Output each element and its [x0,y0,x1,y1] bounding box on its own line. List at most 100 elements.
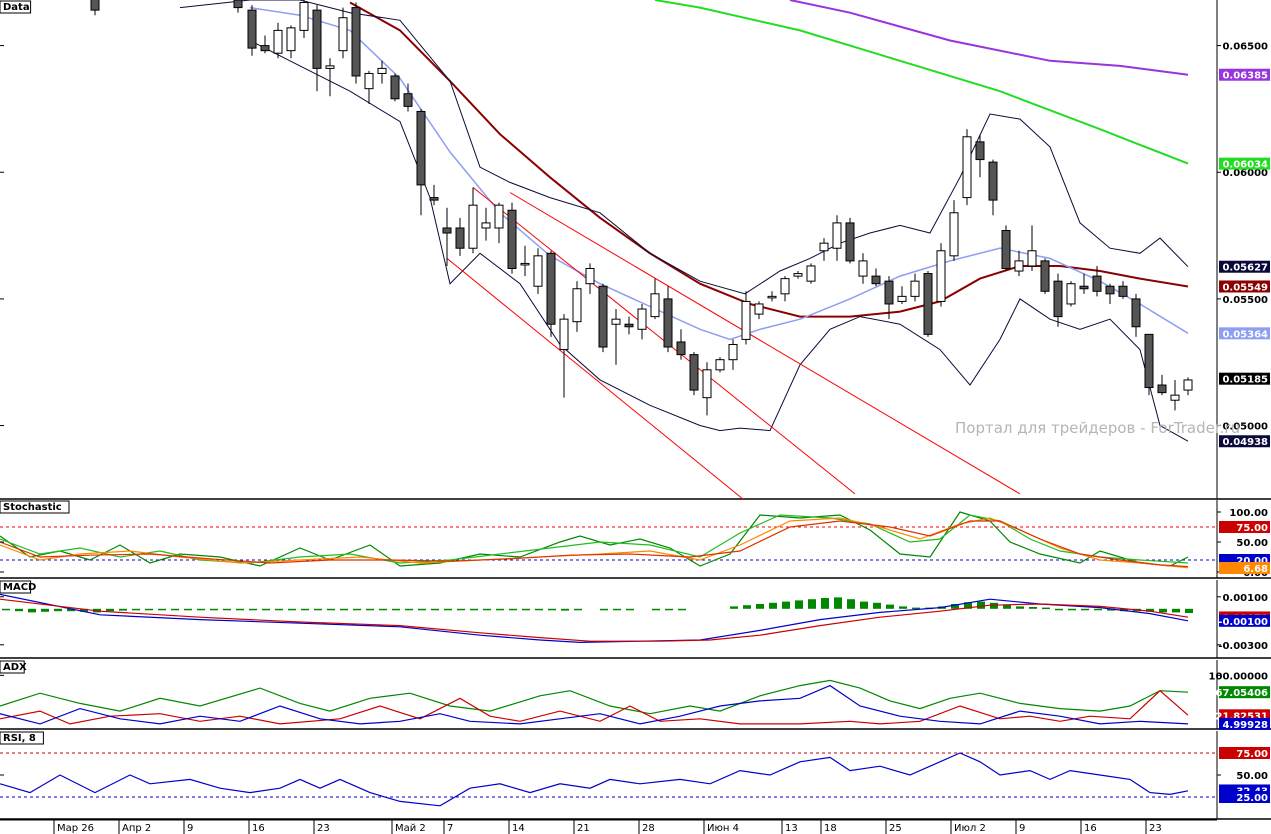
macd-histogram-bar [613,608,621,611]
macd-histogram-bar [782,601,790,609]
overlay-line-2 [789,0,1189,76]
value-label: 0.04938 [1222,437,1268,448]
y-tick-label: -0.00300 [1218,641,1268,652]
macd-histogram-bar [964,602,972,609]
candle-body [780,278,790,295]
macd-histogram-bar [496,608,504,611]
macd-histogram-bar [483,608,491,611]
value-label-box [1219,260,1270,273]
candle-body [1131,298,1141,328]
candle-body [1066,283,1076,305]
macd-histogram-bar [1068,608,1076,611]
value-label: 75.00 [1236,749,1268,760]
candle-body [429,197,439,201]
value-label-box [1219,717,1270,730]
macd-histogram-bar [899,606,907,609]
candle-body [689,354,699,391]
macd-histogram-bar [132,608,140,611]
x-tick-label: Апр 2 [122,823,151,834]
value-label: 6.68 [1243,564,1268,575]
macd-histogram-bar [1146,608,1154,612]
value-label: 21.82531 [1215,711,1268,722]
value-label: 20.00 [1236,556,1268,567]
macd-histogram-bar [1055,608,1063,611]
panel-title-box [0,580,32,594]
macd-histogram-bar [210,608,218,611]
candle-body [325,65,335,69]
x-tick-label: 16 [1084,823,1097,834]
value-label: 0.05627 [1222,263,1268,274]
value-label-box [1219,435,1270,448]
y-tick-label: 0.06000 [1222,168,1268,179]
candle-body [520,262,530,266]
time-axis-band [0,820,1271,834]
y-tick-label: 100.00 [1229,508,1268,519]
macd-histogram-bar [119,608,127,611]
candle-body [442,227,452,234]
macd-histogram-bar [951,604,959,609]
macd-histogram-bar [470,608,478,611]
macd-histogram-bar [561,608,569,611]
candle-body [1053,280,1063,318]
macd-histogram-bar [431,608,439,611]
candle-body [585,267,595,285]
y-tick-label: 0.06500 [1222,42,1268,53]
macd-histogram-bar [158,608,166,611]
macd-histogram-bar [249,608,257,611]
macd-histogram-bar [171,608,179,611]
x-tick-label: 23 [1149,823,1162,834]
candle-body [728,343,738,361]
value-label-box [1219,614,1270,627]
candle-body [273,29,283,54]
candle-body [1118,285,1128,297]
macd-histogram-bar [1159,608,1167,613]
overlay-line-7 [446,258,744,499]
candle-body [338,17,348,52]
plot-area [0,679,1189,725]
candle-body [598,285,608,348]
macd-histogram-bar [340,608,348,611]
candle-body [260,45,270,52]
candle-body [1027,250,1037,267]
panel-title: Data [3,2,30,13]
panel-title: RSI, 8 [3,733,36,744]
macd-histogram-bar [236,608,244,611]
macd-histogram-bar [1172,608,1180,613]
y-tick-label: 0.05000 [1222,422,1268,433]
candle-body [663,298,673,348]
candle-body [962,136,972,199]
candle-body [1144,333,1154,389]
indicator-line-2 [0,684,1189,725]
y-tick-label: 0.05500 [1222,295,1268,306]
indicator-line-0 [0,511,1189,567]
watermark: Портал для трейдеров - ForTrader.ru [955,419,1240,437]
candle-body [507,209,517,269]
candle-body [481,222,491,229]
candle-body [793,273,803,277]
x-tick-label: 28 [642,823,655,834]
candle-body [819,242,829,252]
macd-histogram-bar [444,608,452,611]
candle-body [494,204,504,229]
macd-histogram-bar [418,608,426,611]
x-tick-label: Май 2 [395,823,426,834]
macd-histogram-bar [535,608,543,611]
macd-histogram-bar [977,601,985,609]
macd-histogram-bar [15,608,23,612]
macd-histogram-bar [67,608,75,612]
value-label-box [1219,68,1270,81]
macd-histogram-bar [405,608,413,611]
macd-histogram-bar [678,608,686,611]
candle-body [1092,275,1102,292]
indicator-line-1 [0,598,1189,642]
candle-body [416,110,426,186]
overlay-line-1 [654,0,1189,165]
candle-body [468,204,478,249]
value-label: -0.00100 [1218,617,1268,628]
x-tick-label: 21 [577,823,590,834]
